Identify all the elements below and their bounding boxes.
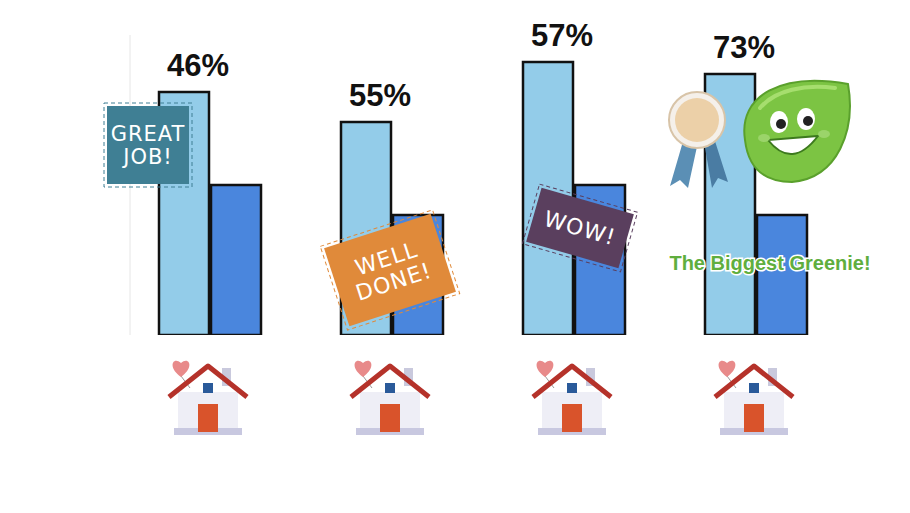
sticker-line: DONE! — [353, 258, 435, 306]
heart-balloon — [719, 361, 736, 377]
caption: The Biggest Greenie! — [669, 252, 870, 274]
sticker-text: GREATJOB! — [111, 122, 186, 169]
window — [385, 383, 395, 393]
leaf-character — [744, 81, 850, 182]
sticker-line: GREAT — [111, 122, 186, 146]
sticker: GREATJOB! — [104, 103, 192, 187]
chart-svg: GREATJOB! WELLDONE! WOW! The Biggest Greeni… — [0, 0, 910, 513]
smile — [768, 136, 818, 154]
house-icon — [533, 361, 611, 435]
house-icon — [715, 361, 793, 435]
heart-balloon — [173, 361, 190, 377]
y-axis-line — [130, 35, 131, 335]
bar — [211, 185, 261, 335]
award-ribbon — [669, 92, 728, 188]
door — [380, 404, 400, 432]
chart-container: GREATJOB! WELLDONE! WOW! The Biggest Greeni… — [0, 0, 910, 513]
house-icon — [169, 361, 247, 435]
cheek — [758, 134, 770, 142]
sticker-line: JOB! — [121, 145, 173, 169]
eye — [797, 108, 815, 130]
door — [562, 404, 582, 432]
annotation: 55% — [349, 78, 411, 113]
sticker-border — [320, 210, 459, 330]
pupil — [776, 119, 786, 129]
bars — [159, 62, 807, 335]
window — [749, 383, 759, 393]
sticker-border — [522, 184, 637, 272]
eye — [770, 111, 788, 133]
sticker: WELLDONE! — [320, 210, 459, 330]
medal-center — [675, 98, 719, 142]
sticker-bg — [324, 214, 456, 327]
pupil — [803, 116, 813, 126]
heart-balloon — [355, 361, 372, 377]
annotation: 57% — [531, 18, 593, 53]
heart-balloon — [537, 361, 554, 377]
sticker-text: WELLDONE! — [345, 235, 435, 306]
medal-rim — [669, 92, 725, 148]
sticker-line: WOW! — [541, 206, 619, 250]
sticker-text: WOW! — [541, 206, 619, 250]
door — [198, 404, 218, 432]
door — [744, 404, 764, 432]
leaf — [744, 81, 850, 182]
sticker-bg — [526, 188, 634, 268]
window — [203, 383, 213, 393]
cheek — [818, 130, 830, 138]
leaf-highlight — [760, 87, 835, 108]
house-icon — [351, 361, 429, 435]
annotation: 46% — [167, 48, 229, 83]
window — [567, 383, 577, 393]
annotation: 73% — [713, 30, 775, 65]
sticker-bg — [107, 106, 189, 184]
bar — [757, 215, 807, 335]
sticker: WOW! — [522, 184, 637, 272]
sticker-border — [104, 103, 192, 187]
